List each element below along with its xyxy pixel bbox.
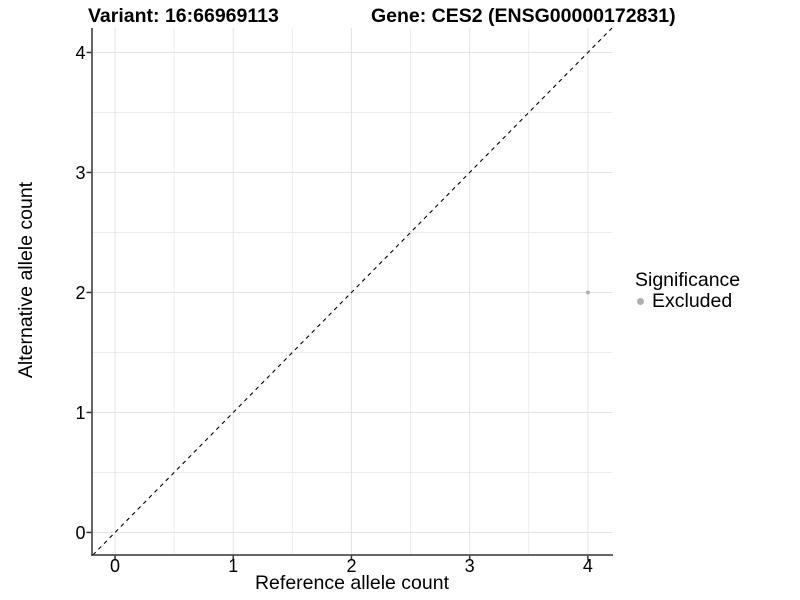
data-point <box>585 290 590 295</box>
legend-item-excluded: Excluded <box>635 291 740 312</box>
y-tick-label: 1 <box>75 403 85 423</box>
legend: Significance Excluded <box>635 270 740 312</box>
y-axis-title: Alternative allele count <box>15 181 37 379</box>
plot-title-gene: Gene: CES2 (ENSG00000172831) <box>371 5 676 27</box>
legend-item-label: Excluded <box>652 290 733 312</box>
x-tick-label: 4 <box>583 556 593 576</box>
x-tick-label: 0 <box>110 556 120 576</box>
identity-dashed-line <box>92 27 613 556</box>
x-tick-label: 1 <box>228 556 238 576</box>
legend-title: Significance <box>635 269 741 291</box>
x-tick-label: 3 <box>465 556 475 576</box>
y-tick-label: 2 <box>75 283 85 303</box>
x-axis-title: Reference allele count <box>254 572 450 594</box>
x-tick-label: 2 <box>346 556 356 576</box>
y-tick-label: 3 <box>75 163 85 183</box>
y-tick-label: 0 <box>75 523 85 543</box>
y-tick-label: 4 <box>75 43 85 63</box>
excluded-point-icon <box>637 298 644 305</box>
plot-title-variant: Variant: 16:66969113 <box>88 5 279 27</box>
